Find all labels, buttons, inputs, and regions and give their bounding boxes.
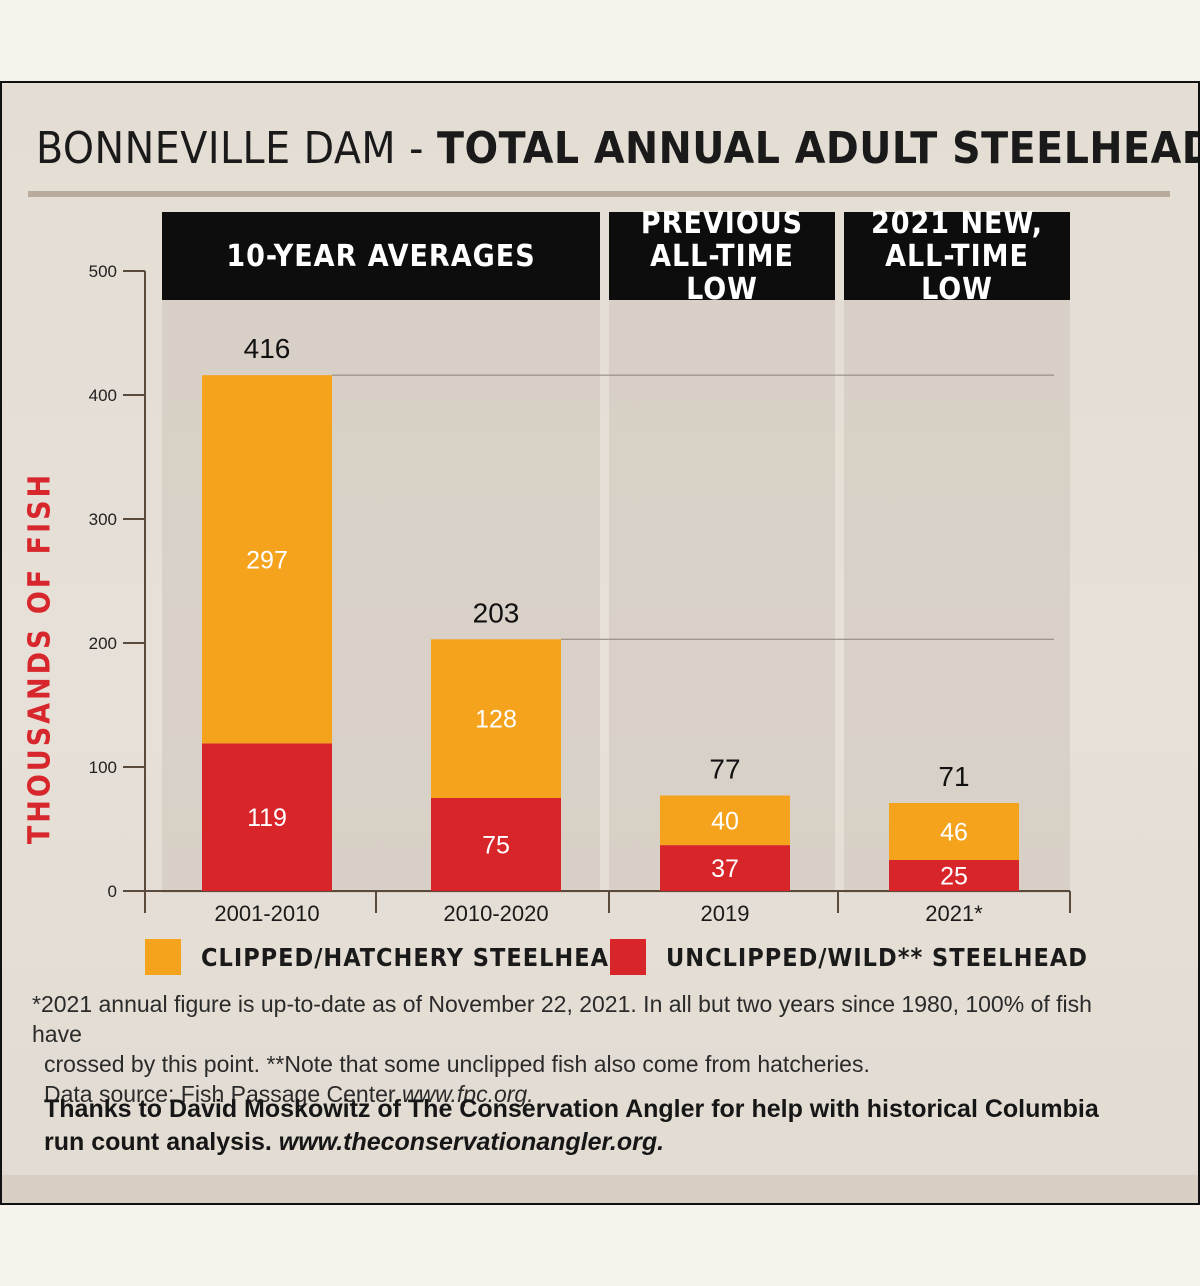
total-label: 203 [473,597,520,628]
credits: Thanks to David Moskowitz of The Conserv… [44,1093,1164,1159]
header-previous-all-time-low: PREVIOUS ALL-TIME LOW [609,207,835,306]
bar-clipped [431,639,561,798]
credits-link[interactable]: www.theconservationangler.org. [278,1128,665,1156]
x-tick-label: 2010-2020 [443,901,548,926]
credits-line-2: run count analysis. www.theconservationa… [44,1126,1164,1159]
legend-unclipped: UNCLIPPED/WILD** STEELHEAD [610,939,1088,975]
infographic-frame: BONNEVILLE DAM - TOTAL ANNUAL ADULT STEE… [0,81,1200,1205]
y-tick-label: 500 [89,262,117,281]
x-tick-label: 2019 [701,901,750,926]
credits-text: run count analysis. [44,1128,279,1156]
footnote-source-label: Data source: Fish Passage Center [44,1081,402,1107]
header-10-year-averages: 10-YEAR AVERAGES [162,212,600,300]
x-tick-label: 2001-2010 [214,901,319,926]
bar-clipped [889,802,1019,860]
legend-swatch-unclipped [610,939,646,975]
y-axis-label: THOUSANDS OF FISH [22,471,58,845]
bar-clipped [660,795,790,846]
panel-bg-new-low [844,300,1070,893]
data-label-unclipped: 37 [711,855,739,883]
bar-unclipped [660,845,790,891]
credits-line-1: Thanks to David Moskowitz of The Conserv… [44,1095,1099,1123]
bottom-band [2,1175,1198,1203]
title-divider [28,191,1170,197]
legend-clipped: CLIPPED/HATCHERY STEELHEAD [145,939,629,975]
data-label-clipped: 46 [940,818,968,846]
total-label: 416 [244,333,291,364]
y-tick-label: 300 [89,510,117,529]
y-tick-label: 200 [89,634,117,653]
x-tick-label: 2021* [925,901,983,926]
data-label-clipped: 40 [711,807,739,835]
bar-unclipped [431,798,561,891]
footnote-line-1: *2021 annual figure is up-to-date as of … [32,991,1092,1047]
legend-label-unclipped: UNCLIPPED/WILD** STEELHEAD [666,942,1088,972]
header-2021-new-all-time-low: 2021 NEW, ALL-TIME LOW [844,207,1070,306]
total-label: 77 [709,754,740,785]
panel-bg-previous-low [609,300,835,893]
bar-clipped [202,375,332,744]
footnote-source-link[interactable]: www.fpc.org. [401,1081,534,1107]
data-label-unclipped: 75 [482,832,510,860]
legend-swatch-clipped [145,939,181,975]
data-label-unclipped: 25 [940,863,968,891]
bar-unclipped [889,860,1019,891]
title-bold: TOTAL ANNUAL ADULT STEELHEAD COUNTS [437,123,1200,174]
data-label-clipped: 297 [246,546,288,574]
y-tick-label: 0 [108,882,117,901]
data-label-clipped: 128 [475,706,517,734]
total-label: 71 [938,761,969,792]
footnote-line-3: Data source: Fish Passage Center www.fpc… [32,1079,1142,1109]
footnote-line-2: crossed by this point. **Note that some … [44,1051,870,1077]
chart-plot: 0 100 200 300 400 500 119 297 416 2001-2010 75 128 2… [89,262,1071,926]
data-label-unclipped: 119 [247,804,287,832]
y-tick-label: 400 [89,386,117,405]
footnote: *2021 annual figure is up-to-date as of … [32,989,1142,1109]
legend-label-clipped: CLIPPED/HATCHERY STEELHEAD [201,942,629,972]
chart-title: BONNEVILLE DAM - TOTAL ANNUAL ADULT STEE… [36,123,1200,174]
bar-unclipped [202,743,332,891]
y-tick-label: 100 [89,758,117,777]
title-light: BONNEVILLE DAM - [36,123,438,174]
